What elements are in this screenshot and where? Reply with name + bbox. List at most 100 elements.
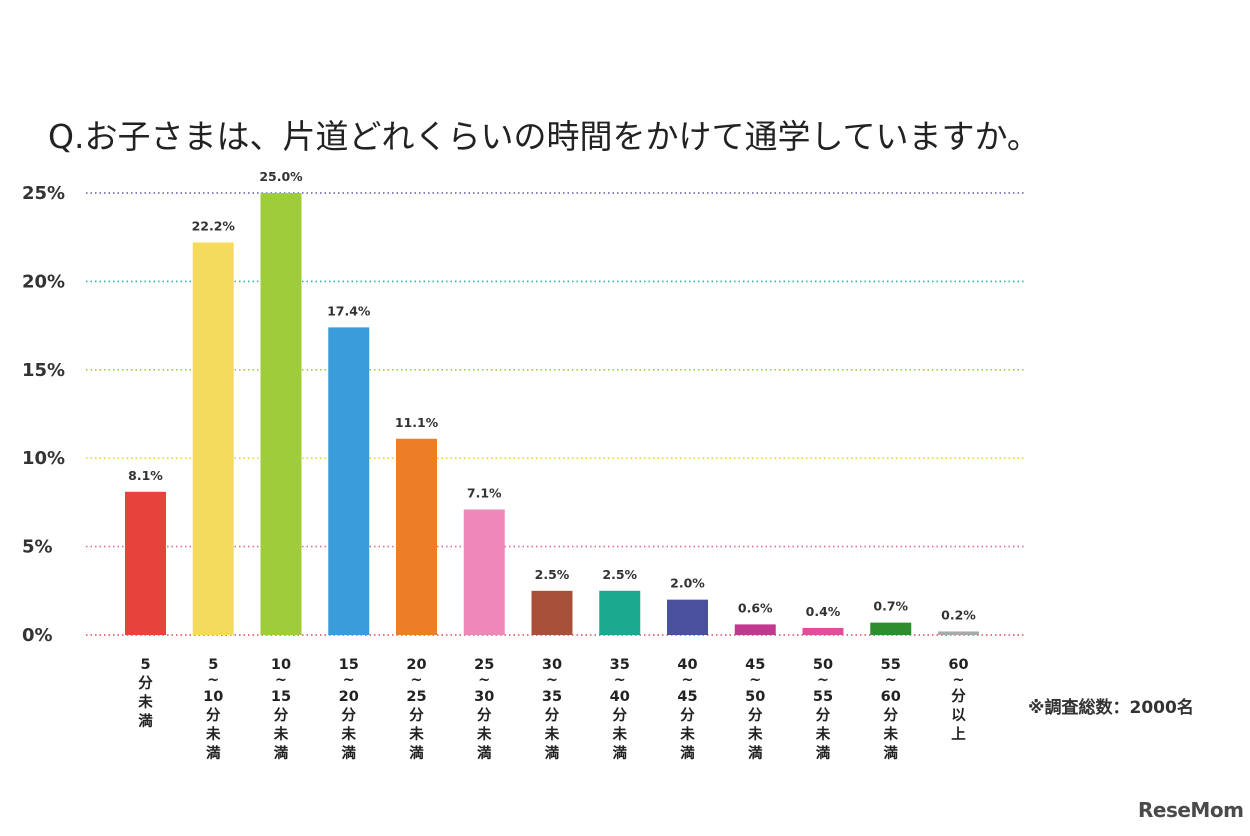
x-category-label: 満 (748, 744, 763, 762)
data-label: 2.5% (602, 567, 637, 582)
x-category-label: 未 (612, 725, 628, 743)
x-category-label: 満 (680, 744, 695, 762)
survey-note: ※調査総数：2000名 (1028, 698, 1194, 718)
data-label: 0.7% (873, 599, 908, 614)
x-category-label: 分 (884, 707, 899, 724)
x-category-label: 50 (745, 689, 765, 705)
y-tick-label: 20% (22, 271, 65, 292)
x-category-label: 5 (140, 657, 150, 673)
x-category-label: 55 (813, 689, 833, 705)
x-category-label: 分 (274, 707, 289, 724)
x-category-label: 満 (274, 744, 289, 762)
bar (463, 509, 505, 635)
x-category-label: 45 (745, 657, 765, 673)
y-tick-label: 25% (22, 183, 65, 204)
data-label: 22.2% (192, 219, 236, 234)
brand-logo: ReseMom (1138, 798, 1244, 822)
x-category-label: ~ (546, 672, 558, 688)
x-category-label: 未 (137, 693, 153, 711)
x-category-label: 分 (951, 688, 966, 705)
data-label: 11.1% (395, 415, 439, 430)
data-label: 0.6% (738, 600, 773, 615)
x-category-label: 満 (884, 744, 899, 762)
bar (531, 590, 573, 635)
x-category-label: 未 (747, 725, 763, 743)
x-category-label: ~ (207, 672, 219, 688)
x-category-label: 分 (409, 707, 424, 724)
x-category-label: ~ (275, 672, 287, 688)
bar (870, 622, 912, 635)
data-label: 7.1% (467, 485, 502, 500)
bar (125, 491, 166, 635)
x-category-label: 15 (339, 657, 359, 673)
x-category-label: ~ (817, 672, 829, 688)
x-category-label: 分 (138, 675, 153, 692)
x-category-label: ~ (749, 672, 761, 688)
data-label: 25.0% (259, 169, 303, 184)
x-category-label: 15 (271, 689, 291, 705)
x-category-label: 60 (881, 689, 901, 705)
x-category-label: ~ (478, 672, 490, 688)
x-category-label: 満 (477, 744, 492, 762)
x-category-label: 10 (271, 657, 291, 673)
x-category-label: 分 (680, 707, 695, 724)
x-category-label: 10 (203, 689, 223, 705)
x-category-label: 60 (948, 657, 968, 673)
x-category-label: 未 (883, 725, 899, 743)
x-category-label: 満 (206, 744, 221, 762)
x-category-label: 分 (816, 707, 831, 724)
x-category-label: 未 (341, 725, 357, 743)
data-label: 2.5% (535, 567, 570, 582)
bar (396, 438, 437, 635)
x-category-label: 未 (815, 725, 831, 743)
x-category-label: ~ (885, 672, 897, 688)
x-category-label: 未 (273, 725, 289, 743)
x-category-label: 分 (748, 707, 763, 724)
x-category-label: ~ (681, 672, 693, 688)
x-category-label: 分 (545, 707, 560, 724)
data-label: 8.1% (128, 468, 163, 483)
bar (599, 590, 641, 635)
x-category-label: ~ (343, 672, 355, 688)
x-category-label: 上 (951, 726, 966, 743)
bar (260, 193, 302, 635)
x-category-label: 40 (677, 657, 697, 673)
x-category-label: 25 (474, 657, 494, 673)
x-category-label: 満 (613, 744, 628, 762)
data-label: 0.2% (941, 607, 976, 622)
bar (802, 627, 844, 635)
y-tick-label: 10% (22, 448, 65, 469)
x-category-label: 満 (138, 712, 153, 730)
data-label: 0.4% (806, 604, 841, 619)
bar (734, 624, 776, 635)
bar (938, 631, 979, 635)
x-category-label: 未 (476, 725, 492, 743)
x-category-label: 20 (339, 689, 359, 705)
x-category-label: 35 (610, 657, 630, 673)
x-category-label: 分 (206, 707, 221, 724)
y-axis-ticks: 0% 5% 10% 15% 20% 25% (22, 183, 65, 646)
x-axis-categories: 5分未満5~10分未満10~15分未満15~20分未満20~25分未満25~30… (137, 657, 968, 762)
x-category-label: 40 (610, 689, 630, 705)
bar (667, 599, 708, 635)
bar (328, 327, 370, 635)
y-tick-label: 15% (22, 360, 65, 381)
bar (192, 242, 234, 635)
x-category-label: 25 (406, 689, 426, 705)
x-category-label: 55 (881, 657, 901, 673)
data-label: 17.4% (327, 303, 371, 318)
x-category-label: 未 (679, 725, 695, 743)
x-category-label: 45 (677, 689, 697, 705)
data-label: 2.0% (670, 576, 705, 591)
x-category-label: 満 (545, 744, 560, 762)
chart-title: Q.お子さまは、片道どれくらいの時間をかけて通学していますか。 (48, 117, 1040, 156)
x-category-label: 分 (613, 707, 628, 724)
y-tick-label: 0% (22, 625, 53, 646)
x-category-label: 30 (542, 657, 562, 673)
x-category-label: 未 (544, 725, 560, 743)
bars (125, 193, 979, 635)
x-category-label: 満 (409, 744, 424, 762)
x-category-label: 以 (951, 707, 966, 724)
x-category-label: 35 (542, 689, 562, 705)
